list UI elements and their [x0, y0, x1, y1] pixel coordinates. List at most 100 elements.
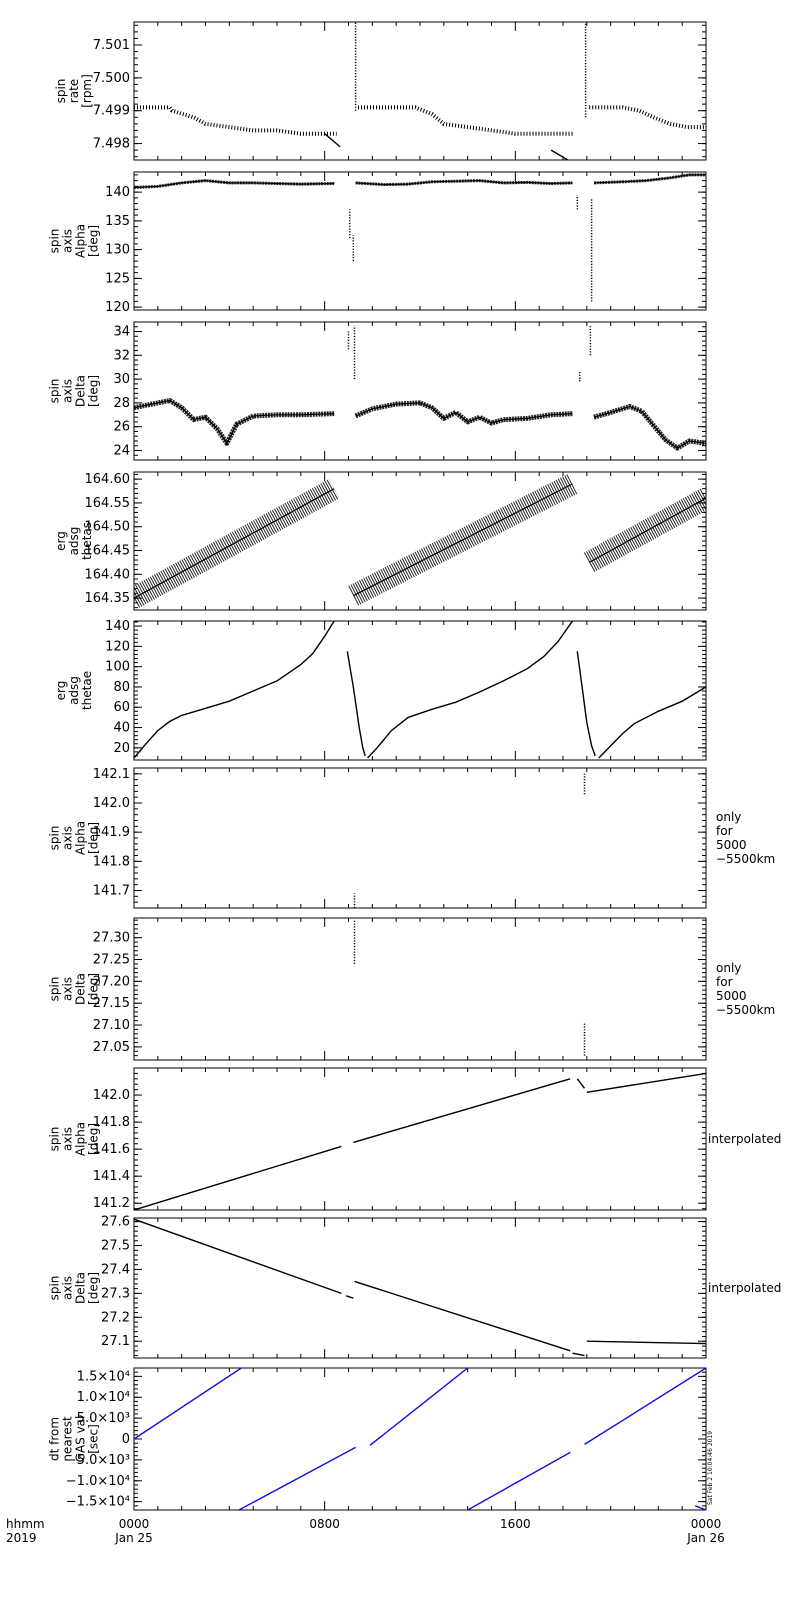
y-tick-label: 141.6 — [93, 1142, 130, 1157]
series-line — [586, 1340, 706, 1345]
y-axis-label-line: dt from — [48, 1417, 62, 1461]
panel-1: 7.498 7.499 7.500 7.501 spinrate[rpm] — [54, 21, 707, 161]
y-axis-label-line: [deg] — [87, 375, 101, 407]
series-line — [576, 651, 596, 757]
y-tick-label: 141.8 — [93, 854, 130, 869]
y-tick-label: 164.50 — [85, 520, 131, 535]
y-axis-label-line: [deg] — [87, 1272, 101, 1304]
y-tick-label: 164.35 — [85, 591, 131, 606]
series-line — [550, 149, 569, 160]
y-tick-label: 140 — [105, 185, 130, 200]
series-dots — [589, 105, 706, 130]
series-band-core — [134, 488, 335, 599]
series-band-core — [355, 402, 573, 424]
x-axis-hhmm-label: hhmm — [6, 1517, 45, 1531]
y-tick-label: 27.6 — [101, 1215, 130, 1230]
panel-data — [134, 621, 706, 759]
panel-side-note-line: −5500km — [716, 852, 775, 866]
y-axis-label: spinaxisAlpha[deg] — [48, 821, 101, 855]
y-tick-label: 30 — [113, 372, 130, 387]
y-axis-label-line: spin — [48, 826, 62, 851]
panel-frame — [133, 1367, 707, 1511]
series-line — [134, 621, 335, 759]
y-axis-label-line: axis — [61, 1127, 75, 1151]
y-axis-label-line: spin — [48, 379, 62, 404]
panel-data — [353, 920, 586, 1056]
y-tick-label: 164.45 — [85, 544, 131, 559]
y-tick-label: 1.5×10⁴ — [77, 1369, 130, 1384]
y-tick-label: 0 — [122, 1432, 130, 1447]
panel-8: 141.2 141.4 141.6 141.8 142.0 spinaxisAlpha[d… — [48, 1067, 781, 1211]
panel-frame — [133, 1067, 707, 1211]
y-axis-label-line: spin — [48, 229, 62, 254]
y-tick-label: −1.0×10⁴ — [66, 1474, 130, 1489]
series-band-core — [593, 405, 706, 449]
y-axis-label-line: thetas — [80, 522, 94, 560]
y-axis-label-line: [sec] — [87, 1424, 101, 1454]
series-line — [134, 1368, 242, 1440]
y-axis-label: ergadsgthetas — [54, 522, 94, 560]
panel-10: −1.5×10⁴ −1.0×10⁴ −5.0×10³ 0 5.0×10³ 1.0×10⁴ 1… — [48, 1367, 707, 1511]
y-axis-label-line: thetae — [80, 671, 94, 710]
panel-data — [134, 1218, 706, 1357]
panel-side-note: only for 5000 −5500km — [716, 810, 775, 866]
y-axis-label-line: GAS val — [74, 1416, 88, 1463]
panel-data — [134, 22, 706, 160]
series-line — [324, 133, 341, 148]
y-axis-label: spinaxisDelta[deg] — [48, 375, 101, 407]
x-tick-label: 0000 — [119, 1517, 150, 1531]
series-line — [369, 1368, 469, 1446]
panel-frame — [133, 21, 707, 161]
y-axis-label-line: adsg — [67, 676, 81, 705]
series-line — [584, 1368, 706, 1445]
series-band-core — [353, 483, 573, 597]
x-tick-label: 1600 — [500, 1517, 531, 1531]
y-tick-label: 5.0×10³ — [77, 1411, 130, 1426]
y-tick-label: 26 — [113, 420, 130, 435]
series-line — [346, 651, 366, 757]
panel-side-note-line: 5000 — [716, 989, 747, 1003]
panel-side-note-line: −5500km — [716, 1003, 775, 1017]
panel-data — [134, 325, 706, 451]
panel-frame — [133, 171, 707, 311]
panel-side-note: only for 5000 −5500km — [716, 961, 775, 1017]
panel-7: 27.05 27.10 27.15 27.20 27.25 27.30 spinaxisDe… — [48, 917, 775, 1061]
y-tick-label: 142.1 — [93, 767, 130, 782]
y-tick-label: 60 — [113, 700, 130, 715]
y-tick-label: 7.498 — [93, 137, 130, 152]
y-tick-label: 100 — [105, 660, 130, 675]
y-tick-label: 7.500 — [93, 71, 130, 86]
y-axis-label: spinrate[rpm] — [54, 74, 94, 108]
panel-data — [134, 1368, 706, 1510]
panel-side-note-line: 5000 — [716, 838, 747, 852]
y-tick-label: 141.2 — [93, 1196, 130, 1211]
y-axis-label-line: [deg] — [87, 225, 101, 257]
panel-3: 24 26 28 30 32 34 spinaxisDelta[deg] — [48, 321, 707, 461]
series-line — [354, 1280, 571, 1352]
y-axis-label-line: nearest — [61, 1416, 75, 1462]
y-axis-label-line: spin — [48, 1127, 62, 1152]
panel-frame — [133, 767, 707, 909]
panel-frame — [133, 620, 707, 761]
panel-data — [353, 773, 586, 908]
panel-side-note-line: only — [716, 961, 741, 975]
y-tick-label: 28 — [113, 396, 130, 411]
y-tick-label: 80 — [113, 680, 130, 695]
panel-4: 164.35 164.40 164.45 164.50 164.55 164.60 erga… — [54, 471, 707, 611]
y-axis-label: spinaxisDelta[deg] — [48, 973, 101, 1005]
y-tick-label: 135 — [105, 214, 130, 229]
y-tick-label: 7.501 — [93, 38, 130, 53]
y-tick-label: 27.05 — [93, 1040, 130, 1055]
y-tick-label: 164.60 — [85, 472, 131, 487]
series-line — [572, 1352, 585, 1357]
y-tick-label: 120 — [105, 300, 130, 315]
y-tick-label: 164.55 — [85, 496, 131, 511]
y-axis-label-line: [rpm] — [80, 74, 94, 108]
y-tick-label: 164.40 — [85, 567, 131, 582]
series-line — [467, 1451, 571, 1510]
series-dots — [134, 105, 337, 136]
y-axis-label: spinaxisAlpha[deg] — [48, 224, 101, 258]
x-axis-year-label: 2019 — [6, 1531, 37, 1545]
